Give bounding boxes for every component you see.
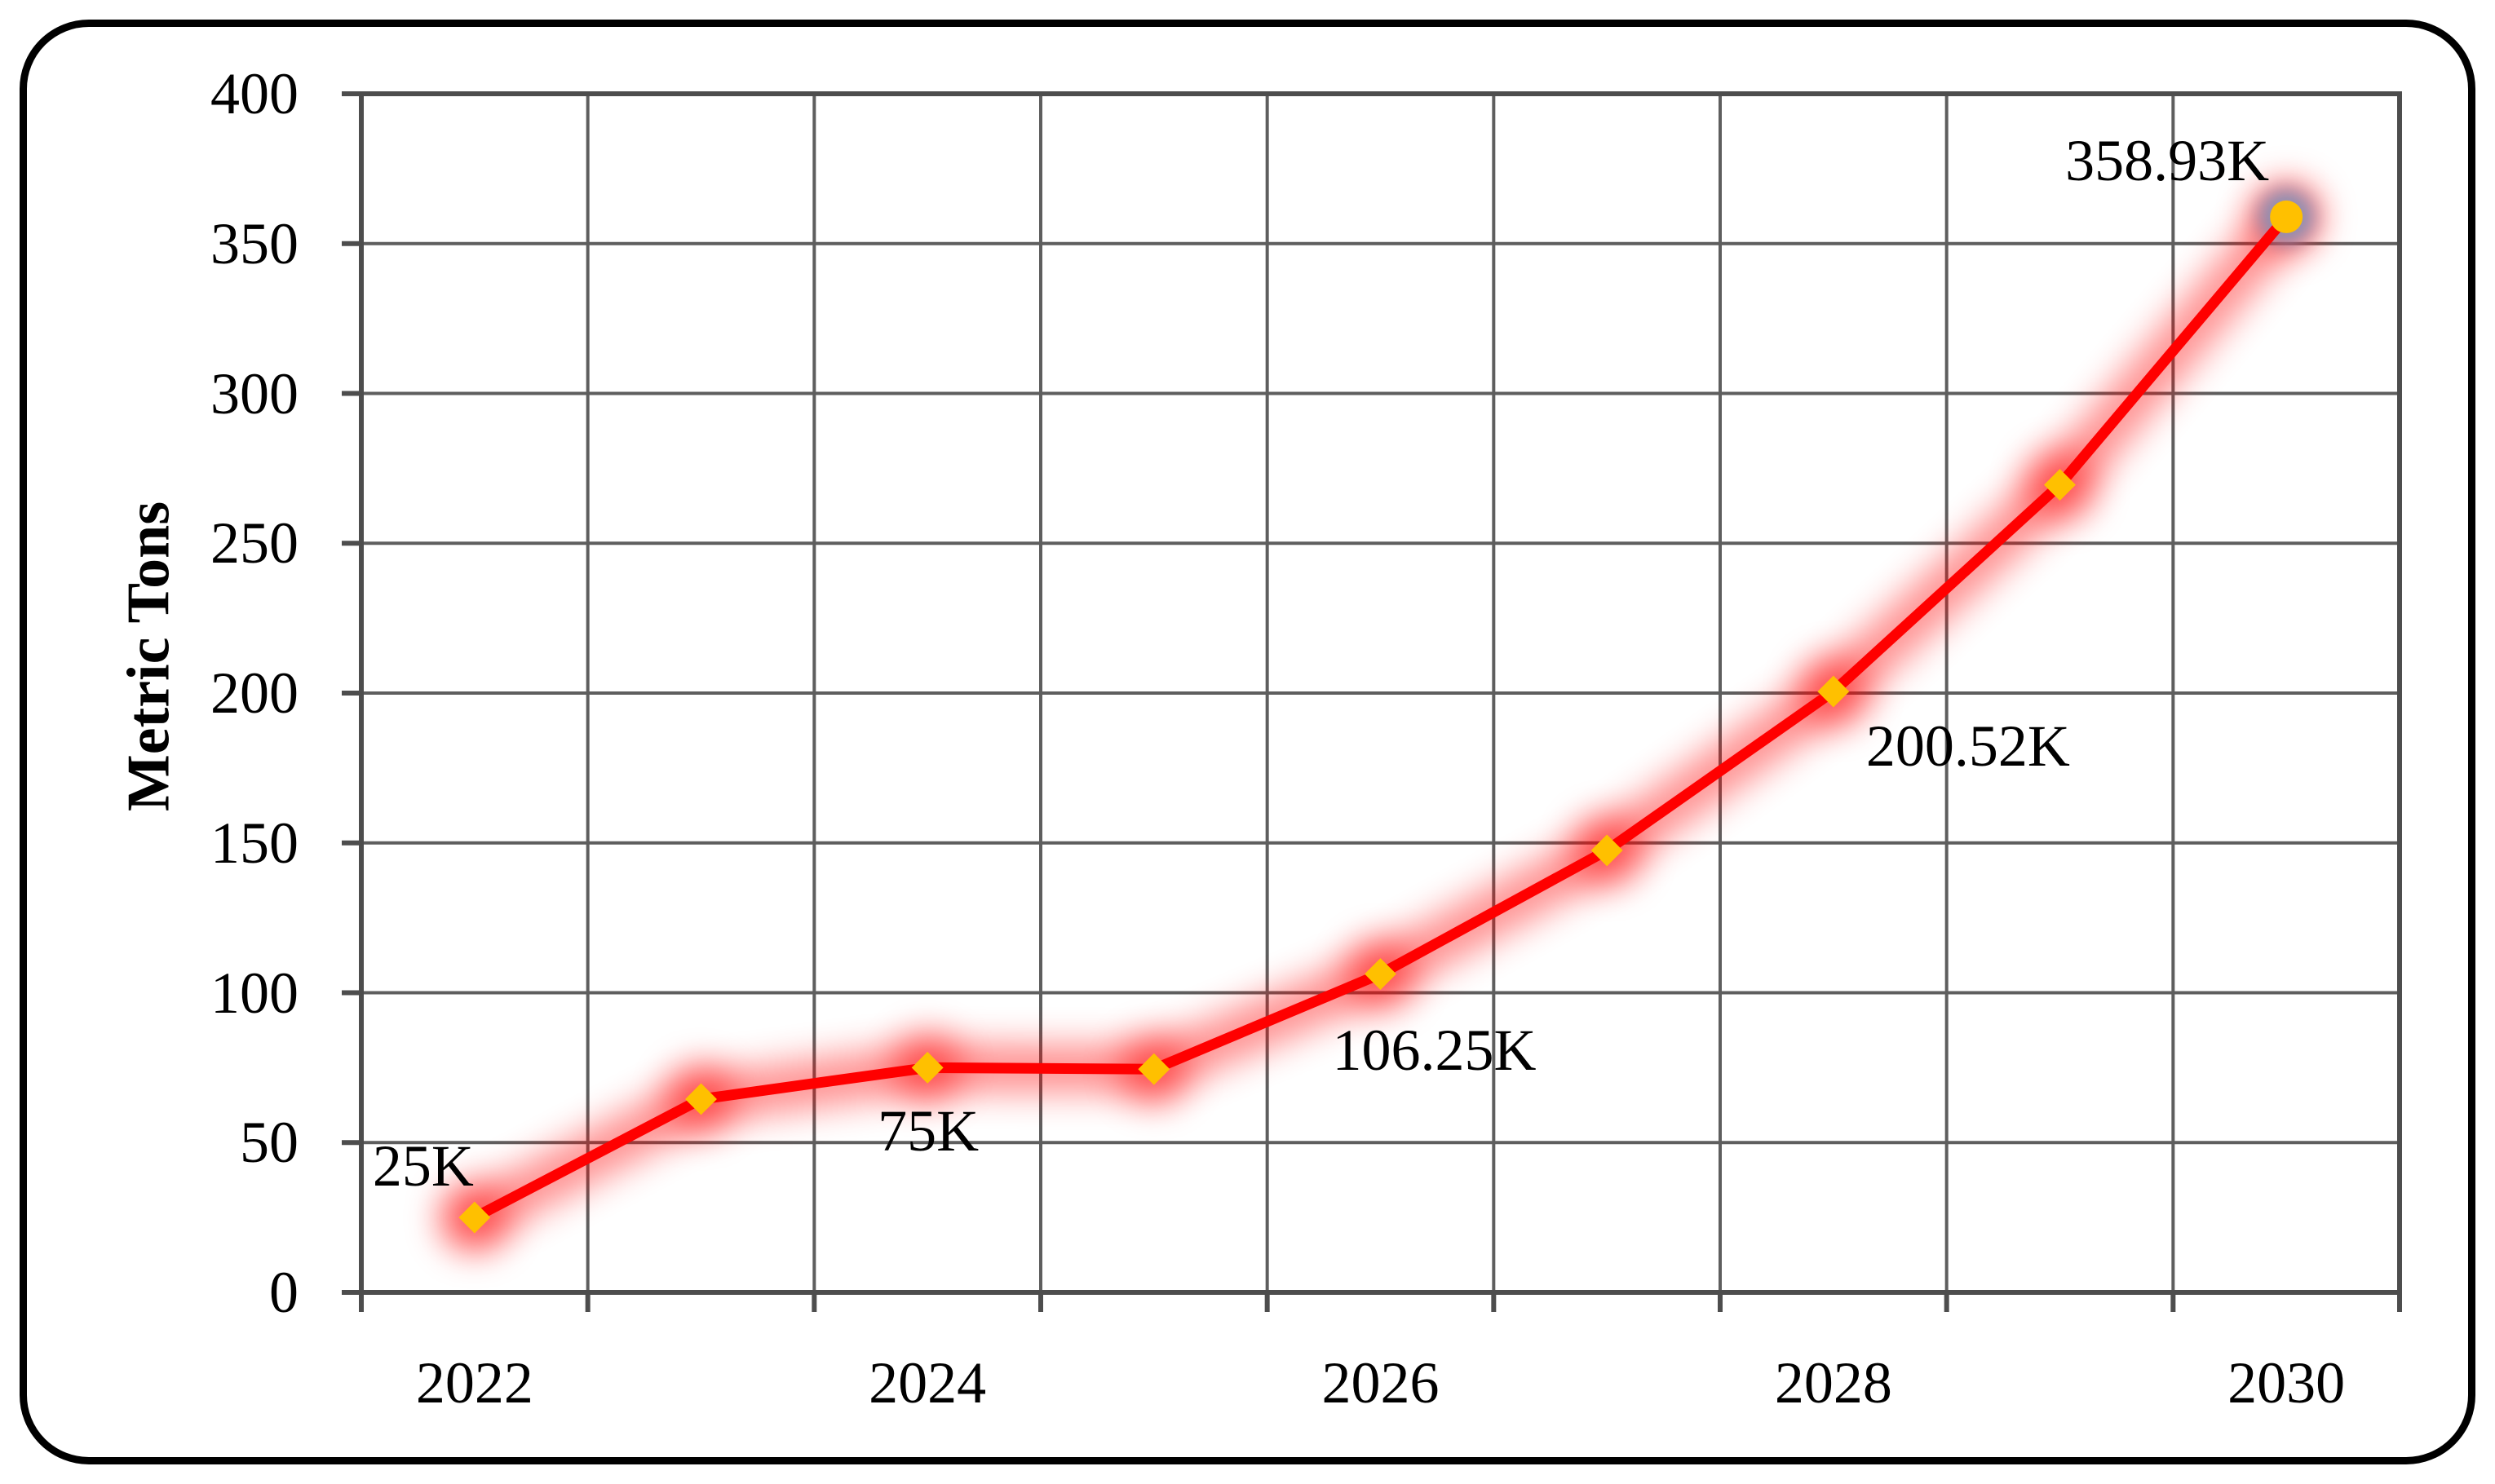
- y-tick-label-350: 350: [210, 210, 299, 276]
- y-tick-label-100: 100: [210, 960, 299, 1026]
- x-tick-label-2030: 2030: [2227, 1350, 2346, 1416]
- y-tick-label-400: 400: [210, 61, 299, 126]
- y-tick-label-300: 300: [210, 360, 299, 426]
- point-label-358-93k: 358.93K: [2065, 127, 2270, 193]
- point-label-75k: 75K: [878, 1098, 980, 1164]
- point-label-25k: 25K: [372, 1133, 474, 1199]
- point-label-200-52k: 200.52K: [1865, 713, 2070, 780]
- point-label-106-25k: 106.25K: [1332, 1017, 1537, 1083]
- x-tick-label-2024: 2024: [869, 1350, 987, 1416]
- marker-2028: [1817, 675, 1850, 708]
- plot-border: [359, 91, 2402, 1295]
- figure-frame: [20, 20, 2475, 1464]
- y-tick-label-0: 0: [269, 1260, 299, 1325]
- y-tick-label-200: 200: [210, 660, 299, 726]
- marker-2030: [2270, 200, 2303, 233]
- y-tick-label-150: 150: [210, 810, 299, 876]
- x-tick-label-2022: 2022: [415, 1350, 533, 1416]
- x-tick-label-2028: 2028: [1774, 1350, 1892, 1416]
- y-tick-label-250: 250: [210, 510, 299, 576]
- x-tick-label-2026: 2026: [1321, 1350, 1440, 1416]
- y-tick-label-50: 50: [240, 1110, 299, 1176]
- marker-2029: [2044, 469, 2076, 501]
